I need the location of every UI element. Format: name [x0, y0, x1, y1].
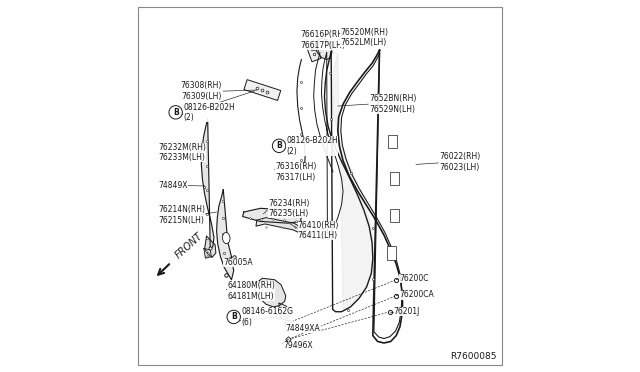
Text: 76201J: 76201J — [394, 307, 420, 316]
Polygon shape — [315, 38, 332, 60]
Polygon shape — [305, 41, 321, 62]
Text: B: B — [173, 108, 179, 117]
Text: B: B — [276, 141, 282, 150]
Polygon shape — [244, 80, 281, 100]
Polygon shape — [202, 119, 214, 249]
Polygon shape — [331, 52, 373, 309]
Text: 76410(RH)
76411(LH): 76410(RH) 76411(LH) — [298, 221, 339, 240]
Polygon shape — [205, 236, 216, 257]
Text: 08126-B202H
(2): 08126-B202H (2) — [183, 103, 235, 122]
Text: FRONT: FRONT — [174, 231, 205, 260]
FancyBboxPatch shape — [390, 209, 399, 222]
Polygon shape — [204, 248, 211, 258]
Text: 76308(RH)
76309(LH): 76308(RH) 76309(LH) — [180, 81, 221, 101]
Text: 76022(RH)
76023(LH): 76022(RH) 76023(LH) — [439, 152, 480, 171]
Text: 74849X: 74849X — [158, 181, 188, 190]
Polygon shape — [216, 190, 234, 280]
FancyBboxPatch shape — [390, 172, 399, 185]
Polygon shape — [243, 208, 301, 223]
Circle shape — [169, 106, 182, 119]
Text: 74849XA: 74849XA — [286, 324, 321, 333]
Text: 08146-6162G
(6): 08146-6162G (6) — [241, 307, 293, 327]
Text: 76214N(RH)
76215N(LH): 76214N(RH) 76215N(LH) — [158, 205, 205, 225]
Polygon shape — [255, 278, 286, 307]
Text: 76234(RH)
76235(LH): 76234(RH) 76235(LH) — [268, 199, 309, 218]
Text: 7652BN(RH)
76529N(LH): 7652BN(RH) 76529N(LH) — [369, 94, 417, 114]
Text: 76200CA: 76200CA — [399, 291, 434, 299]
FancyBboxPatch shape — [138, 7, 502, 365]
Text: 64180M(RH)
64181M(LH): 64180M(RH) 64181M(LH) — [227, 281, 275, 301]
Text: 76232M(RH)
76233M(LH): 76232M(RH) 76233M(LH) — [158, 143, 206, 162]
Text: 08126-B202H
(2): 08126-B202H (2) — [287, 136, 339, 155]
Text: 79496X: 79496X — [284, 341, 313, 350]
Ellipse shape — [223, 232, 230, 244]
Text: 76200C: 76200C — [399, 274, 428, 283]
Text: R7600085: R7600085 — [450, 352, 497, 361]
Text: 76316(RH)
76317(LH): 76316(RH) 76317(LH) — [275, 162, 317, 182]
FancyBboxPatch shape — [387, 246, 396, 260]
Polygon shape — [278, 303, 291, 320]
Text: B: B — [231, 312, 237, 321]
Text: 76616P(RH)
76617P(LH): 76616P(RH) 76617P(LH) — [300, 31, 346, 50]
Text: 76520M(RH)
7652LM(LH): 76520M(RH) 7652LM(LH) — [340, 28, 388, 47]
Text: 76005A: 76005A — [223, 258, 253, 267]
Circle shape — [227, 310, 241, 324]
FancyBboxPatch shape — [388, 135, 397, 148]
Polygon shape — [256, 218, 305, 235]
Circle shape — [273, 139, 286, 153]
